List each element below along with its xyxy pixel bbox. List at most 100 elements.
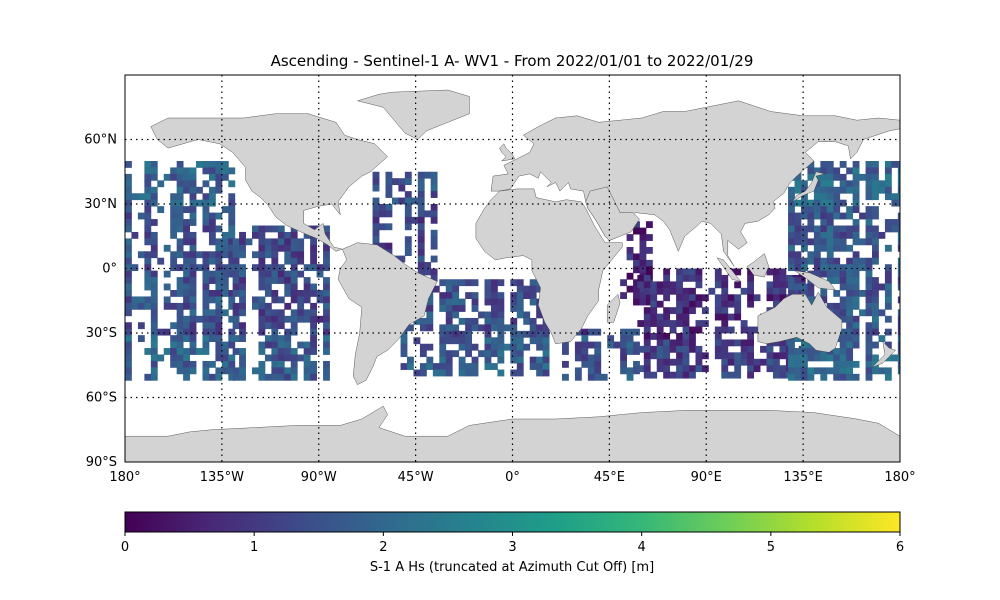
hs-cell — [258, 373, 266, 381]
hs-cell — [669, 287, 677, 295]
hs-cell — [176, 360, 184, 368]
hs-cell — [897, 167, 900, 175]
hs-cell — [228, 360, 236, 368]
hs-cell — [529, 279, 537, 287]
hs-cell — [682, 345, 690, 353]
hs-cell — [407, 363, 414, 370]
hs-cell — [779, 352, 787, 360]
hs-cell — [708, 287, 716, 295]
hs-cell — [125, 173, 132, 181]
hs-cell — [846, 206, 854, 213]
hs-cell — [826, 225, 834, 233]
hs-cell — [465, 337, 472, 345]
hs-cell — [125, 354, 132, 362]
hs-cell — [176, 167, 184, 175]
hs-cell — [239, 251, 246, 259]
hs-cell — [215, 328, 223, 336]
hs-cell — [458, 369, 466, 377]
hs-cell — [417, 178, 425, 186]
hs-cell — [884, 302, 892, 310]
colorbar-tick-label: 0 — [121, 540, 129, 555]
hs-cell — [839, 302, 847, 310]
hs-cell — [484, 356, 492, 364]
hs-cell — [208, 277, 216, 284]
hs-cell — [826, 238, 834, 246]
hs-cell — [284, 257, 292, 265]
hs-cell — [372, 178, 380, 186]
hs-cell — [542, 363, 550, 370]
hs-cell — [872, 290, 879, 297]
hs-cell — [372, 216, 380, 224]
hs-cell — [800, 238, 808, 246]
hs-cell — [404, 204, 412, 211]
hs-cell — [820, 173, 828, 181]
hs-cell — [497, 337, 505, 345]
hs-cell — [740, 320, 748, 327]
hs-cell — [800, 225, 808, 233]
hs-cell — [215, 244, 223, 252]
hs-cell — [794, 360, 802, 368]
hs-cell — [125, 264, 132, 272]
hs-cell — [676, 333, 683, 340]
hs-cell — [839, 309, 847, 317]
hs-cell — [510, 356, 518, 364]
hs-cell — [417, 236, 425, 244]
hs-cell — [714, 300, 722, 308]
hs-cell — [290, 264, 298, 272]
hs-cell — [176, 251, 184, 259]
hs-cell — [788, 251, 795, 259]
hs-cell — [183, 302, 190, 310]
hs-cell — [833, 238, 841, 246]
hs-cell — [800, 264, 808, 272]
hs-cell — [820, 373, 828, 381]
hs-swath — [232, 225, 330, 381]
hs-cell — [779, 294, 787, 302]
hs-cell — [839, 341, 847, 349]
hs-cell — [323, 328, 330, 336]
hs-cell — [734, 339, 742, 347]
hs-cell — [620, 348, 627, 355]
hs-cell — [413, 317, 421, 325]
hs-cell — [779, 274, 787, 282]
hs-cell — [865, 231, 873, 239]
hs-cell — [846, 257, 854, 265]
hs-cell — [669, 371, 677, 379]
hs-cell — [176, 283, 184, 291]
hs-cell — [753, 326, 761, 334]
hs-cell — [813, 367, 821, 375]
hs-cell — [297, 302, 305, 310]
hs-cell — [865, 328, 873, 336]
hs-cell — [264, 302, 272, 310]
hs-cell — [872, 212, 879, 220]
hs-cell — [258, 322, 266, 330]
hs-cell — [385, 184, 393, 192]
hs-cell — [639, 298, 647, 306]
hs-cell — [594, 360, 602, 368]
hs-cell — [131, 231, 139, 239]
hs-cell — [510, 324, 518, 332]
hs-cell — [663, 333, 671, 340]
hs-cell — [264, 270, 272, 278]
hs-cell — [820, 296, 828, 304]
hs-cell — [144, 283, 152, 291]
hs-cell — [542, 330, 550, 338]
hs-cell — [228, 193, 236, 201]
hs-cell — [277, 367, 285, 375]
hs-cell — [208, 315, 216, 323]
hs-cell — [150, 270, 158, 278]
hs-cell — [852, 251, 860, 259]
hs-cell — [740, 339, 748, 347]
hs-cell — [846, 186, 854, 194]
hs-cell — [695, 300, 703, 308]
hs-cell — [656, 333, 664, 340]
hs-cell — [813, 180, 821, 188]
hs-cell — [290, 290, 298, 297]
hs-cell — [196, 315, 203, 323]
hs-cell — [430, 210, 438, 218]
hs-cell — [379, 242, 386, 250]
hs-cell — [562, 373, 569, 381]
hs-cell — [303, 367, 311, 375]
hs-cell — [439, 324, 447, 332]
hs-cell — [419, 324, 427, 332]
hs-cell — [529, 330, 537, 338]
